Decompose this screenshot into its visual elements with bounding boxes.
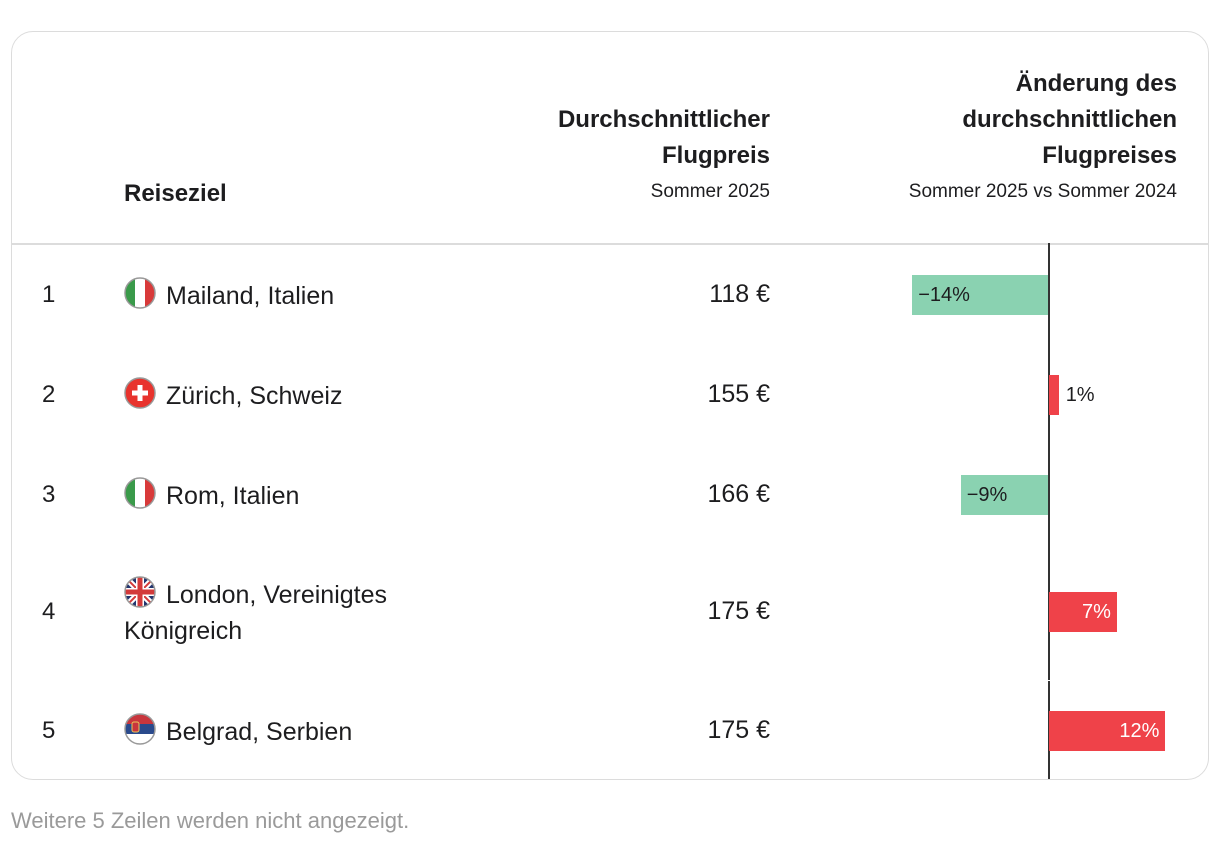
header-divider bbox=[12, 243, 1208, 245]
italy-flag-icon bbox=[124, 277, 156, 309]
row-price: 175 € bbox=[707, 597, 770, 625]
row-destination: Rom, Italien bbox=[124, 477, 454, 514]
row-rank: 2 bbox=[42, 381, 56, 408]
switzerland-flag-icon bbox=[124, 377, 156, 409]
row-destination: Belgrad, Serbien bbox=[124, 713, 454, 750]
row-rank: 5 bbox=[42, 717, 56, 744]
row-rank: 4 bbox=[42, 598, 56, 625]
row-price: 155 € bbox=[707, 380, 770, 408]
row-rank: 1 bbox=[42, 281, 56, 308]
zero-axis-line bbox=[1048, 345, 1050, 445]
change-bar bbox=[912, 275, 1048, 315]
change-bar bbox=[1049, 711, 1166, 751]
change-label: 1% bbox=[1065, 384, 1095, 406]
italy-flag-icon bbox=[124, 477, 156, 509]
destination-label: Belgrad, Serbien bbox=[166, 718, 353, 746]
destination-label: Mailand, Italien bbox=[166, 282, 335, 310]
column-subheader-change: Sommer 2025 vs Sommer 2024 bbox=[908, 181, 1177, 202]
row-price: 175 € bbox=[707, 716, 770, 744]
destination-label: Rom, Italien bbox=[166, 482, 300, 510]
row-destination: Mailand, Italien bbox=[124, 277, 454, 314]
destination-label: Zürich, Schweiz bbox=[166, 382, 343, 410]
zero-axis-line bbox=[1048, 544, 1050, 680]
change-bar bbox=[1049, 375, 1059, 415]
change-bar bbox=[1049, 592, 1117, 632]
column-subheader-price: Sommer 2025 bbox=[650, 181, 770, 202]
zero-axis-line bbox=[1048, 445, 1050, 545]
row-destination: London, Vereinigtes Königreich bbox=[124, 576, 454, 649]
row-price: 118 € bbox=[709, 280, 770, 308]
zero-axis-line bbox=[1048, 681, 1050, 779]
change-label: −9% bbox=[966, 484, 1008, 506]
footnote: Weitere 5 Zeilen werden nicht angezeigt. bbox=[11, 808, 410, 833]
uk-flag-icon bbox=[124, 576, 156, 608]
column-header-change: Änderung des durchschnittlichen Flugprei… bbox=[962, 70, 1177, 169]
row-destination: Zürich, Schweiz bbox=[124, 377, 454, 414]
zero-axis-line bbox=[1048, 243, 1050, 345]
serbia-flag-icon bbox=[124, 713, 156, 745]
column-header-destination: Reiseziel bbox=[124, 180, 227, 207]
row-price: 166 € bbox=[707, 480, 770, 508]
row-rank: 3 bbox=[42, 481, 56, 508]
column-header-price: Durchschnittlicher Flugpreis bbox=[557, 106, 770, 169]
destination-label: London, Vereinigtes Königreich bbox=[124, 581, 388, 645]
change-bar bbox=[960, 475, 1048, 515]
change-label: 7% bbox=[1081, 601, 1111, 623]
change-label: 12% bbox=[1119, 720, 1160, 742]
change-label: −14% bbox=[918, 284, 970, 306]
data-table-card: Reiseziel Durchschnittlicher Flugpreis S… bbox=[11, 31, 1209, 780]
